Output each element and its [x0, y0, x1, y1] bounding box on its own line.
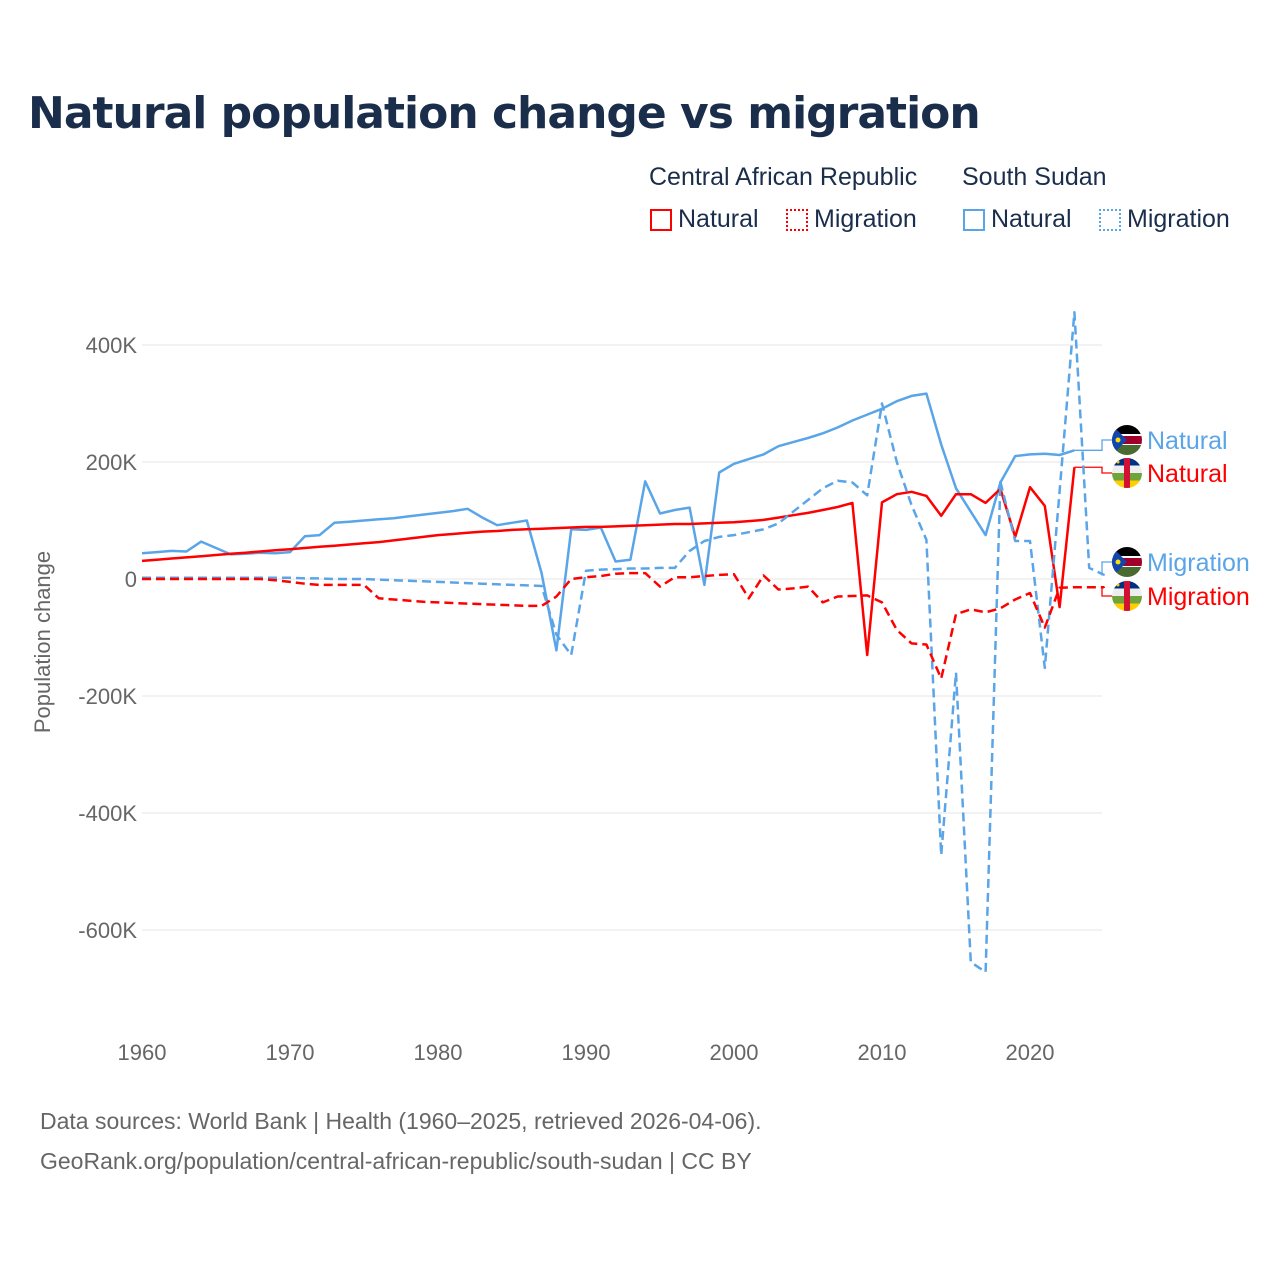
legend-label: Natural: [678, 205, 759, 233]
legend-ss-migration[interactable]: Migration: [1099, 205, 1230, 234]
legend-swatch-solid: [650, 208, 672, 231]
y-tick-label: -200K: [78, 684, 137, 709]
chart-title: Natural population change vs migration: [28, 88, 981, 139]
label-connector: [1074, 466, 1113, 474]
legend-ss-natural[interactable]: Natural: [963, 205, 1072, 234]
y-axis-title: Population change: [30, 551, 55, 733]
central-african-republic-flag-icon: [1112, 581, 1142, 611]
south-sudan-flag-icon: [1112, 425, 1142, 455]
series-end-label: Natural: [1147, 460, 1228, 488]
x-tick-label: 1990: [562, 1040, 611, 1065]
legend-label: Natural: [991, 205, 1072, 233]
label-connector: [1101, 561, 1113, 576]
x-tick-label: 1970: [266, 1040, 315, 1065]
y-tick-label: 400K: [86, 333, 138, 358]
x-tick-label: 2020: [1006, 1040, 1055, 1065]
series-line-south-sudan-migration: [142, 310, 1105, 974]
legend-car-migration[interactable]: Migration: [786, 205, 917, 234]
series-line-south-sudan-natural: [141, 392, 1075, 652]
source-line-1: Data sources: World Bank | Health (1960–…: [40, 1108, 762, 1134]
legend-group-south-sudan: South Sudan: [962, 163, 1107, 191]
series-end-label: Migration: [1147, 549, 1250, 577]
legend-swatch-dotted: [1099, 208, 1121, 231]
x-tick-label: 2000: [710, 1040, 759, 1065]
x-tick-label: 1980: [414, 1040, 463, 1065]
legend-label: Migration: [814, 205, 917, 233]
source-line-2: GeoRank.org/population/central-african-r…: [40, 1148, 752, 1174]
y-tick-label: 200K: [86, 450, 138, 475]
y-tick-label: -400K: [78, 801, 137, 826]
x-tick-label: 2010: [858, 1040, 907, 1065]
x-tick-label: 1960: [118, 1040, 167, 1065]
legend-label: Migration: [1127, 205, 1230, 233]
series-end-label: Migration: [1147, 583, 1250, 611]
series-line-central-african-republic-migration: [142, 571, 1104, 680]
label-connector: [1101, 586, 1113, 597]
series-end-label: Natural: [1147, 427, 1228, 455]
legend-swatch-dotted: [786, 208, 808, 231]
legend-car-natural[interactable]: Natural: [650, 205, 759, 234]
legend-swatch-solid: [963, 208, 985, 231]
label-connector: [1074, 439, 1113, 451]
y-tick-label: -600K: [78, 918, 137, 943]
legend-group-car: Central African Republic: [649, 163, 918, 191]
series-line-central-african-republic-natural: [141, 467, 1076, 657]
y-tick-label: 0: [125, 567, 137, 592]
central-african-republic-flag-icon: [1112, 458, 1142, 488]
south-sudan-flag-icon: [1112, 547, 1142, 577]
